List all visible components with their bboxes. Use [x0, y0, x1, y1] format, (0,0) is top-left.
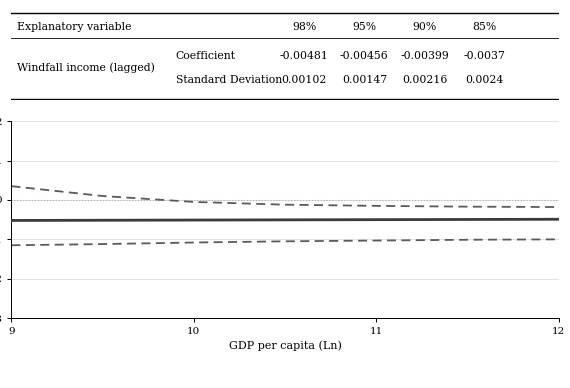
Text: Explanatory variable: Explanatory variable — [17, 22, 131, 32]
Text: Windfall income (lagged): Windfall income (lagged) — [17, 63, 154, 73]
Text: 98%: 98% — [292, 22, 316, 32]
Text: -0.00399: -0.00399 — [400, 51, 449, 61]
X-axis label: GDP per capita (Ln): GDP per capita (Ln) — [229, 340, 341, 351]
Text: 90%: 90% — [413, 22, 437, 32]
Text: 0.00147: 0.00147 — [342, 75, 387, 85]
Text: 95%: 95% — [352, 22, 376, 32]
Text: -0.00456: -0.00456 — [340, 51, 389, 61]
Text: -0.00481: -0.00481 — [280, 51, 328, 61]
Text: 0.0024: 0.0024 — [466, 75, 504, 85]
Text: 0.00102: 0.00102 — [282, 75, 327, 85]
Text: Standard Deviation: Standard Deviation — [176, 75, 282, 85]
Text: 85%: 85% — [473, 22, 497, 32]
Text: Coefficient: Coefficient — [176, 51, 235, 61]
Text: -0.0037: -0.0037 — [464, 51, 506, 61]
Text: 0.00216: 0.00216 — [402, 75, 447, 85]
